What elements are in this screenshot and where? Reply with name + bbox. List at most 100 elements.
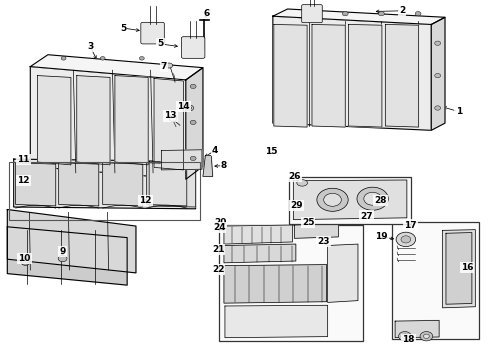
Circle shape <box>378 12 384 16</box>
Text: 28: 28 <box>373 197 386 206</box>
Text: 26: 26 <box>287 172 300 181</box>
Circle shape <box>434 41 440 45</box>
Text: 11: 11 <box>17 155 30 163</box>
Bar <box>289 177 410 224</box>
Polygon shape <box>77 76 110 165</box>
Polygon shape <box>385 24 418 127</box>
Circle shape <box>100 57 105 60</box>
Polygon shape <box>185 68 203 179</box>
Text: 12: 12 <box>139 197 152 206</box>
Text: 24: 24 <box>212 223 225 232</box>
Text: 23: 23 <box>317 237 329 246</box>
Text: 22: 22 <box>211 265 224 274</box>
Text: 4: 4 <box>211 146 218 155</box>
Text: 21: 21 <box>211 245 224 253</box>
Circle shape <box>139 57 144 60</box>
Text: 10: 10 <box>18 254 31 263</box>
Text: 8: 8 <box>221 161 226 170</box>
Polygon shape <box>59 163 99 206</box>
Polygon shape <box>311 24 345 127</box>
Circle shape <box>401 334 407 338</box>
Polygon shape <box>146 163 186 206</box>
Text: 25: 25 <box>301 218 314 227</box>
Polygon shape <box>7 210 136 273</box>
Circle shape <box>419 332 432 341</box>
Polygon shape <box>7 227 127 285</box>
Circle shape <box>21 259 30 265</box>
Circle shape <box>316 188 347 211</box>
Text: 14: 14 <box>177 102 189 111</box>
Circle shape <box>342 12 347 16</box>
Text: 12: 12 <box>17 176 30 185</box>
Text: 16: 16 <box>460 263 472 272</box>
Circle shape <box>165 63 172 68</box>
Polygon shape <box>154 78 183 170</box>
Circle shape <box>58 255 67 262</box>
Circle shape <box>434 73 440 78</box>
Ellipse shape <box>296 180 307 186</box>
FancyBboxPatch shape <box>301 5 322 23</box>
Polygon shape <box>224 305 327 338</box>
Bar <box>9 162 199 220</box>
Text: 3: 3 <box>87 42 93 51</box>
Polygon shape <box>30 55 203 80</box>
Text: 5: 5 <box>157 40 163 49</box>
Text: 5: 5 <box>120 24 126 33</box>
Text: 6: 6 <box>203 9 209 18</box>
Polygon shape <box>294 224 338 238</box>
Polygon shape <box>224 225 292 244</box>
Text: 17: 17 <box>404 220 416 230</box>
Polygon shape <box>30 67 185 179</box>
FancyBboxPatch shape <box>181 37 204 58</box>
Polygon shape <box>161 150 202 170</box>
Text: 27: 27 <box>360 212 372 220</box>
Circle shape <box>400 236 410 243</box>
Polygon shape <box>327 244 357 302</box>
Circle shape <box>363 192 381 205</box>
Text: 7: 7 <box>160 62 167 71</box>
Circle shape <box>414 12 420 16</box>
Circle shape <box>395 232 415 247</box>
Circle shape <box>61 57 66 60</box>
Polygon shape <box>16 163 56 206</box>
Text: 15: 15 <box>264 147 277 156</box>
Polygon shape <box>273 24 306 127</box>
Bar <box>391 222 478 339</box>
Text: 18: 18 <box>401 335 414 343</box>
Text: 13: 13 <box>163 112 176 121</box>
Text: 20: 20 <box>213 218 226 227</box>
Polygon shape <box>442 230 474 308</box>
Circle shape <box>190 120 196 125</box>
Circle shape <box>190 156 196 161</box>
Polygon shape <box>115 76 148 165</box>
Polygon shape <box>272 16 430 130</box>
Polygon shape <box>203 156 212 176</box>
Text: 1: 1 <box>455 107 461 116</box>
Polygon shape <box>272 9 444 24</box>
Circle shape <box>305 12 311 16</box>
Circle shape <box>398 332 410 341</box>
Polygon shape <box>394 320 438 338</box>
Circle shape <box>190 84 196 89</box>
Polygon shape <box>430 17 444 130</box>
Bar <box>219 225 362 341</box>
Text: 9: 9 <box>59 247 66 256</box>
Text: 29: 29 <box>289 201 302 210</box>
Polygon shape <box>348 24 381 127</box>
Polygon shape <box>445 233 471 304</box>
Circle shape <box>323 193 341 206</box>
Polygon shape <box>224 244 295 263</box>
Ellipse shape <box>169 114 177 122</box>
Circle shape <box>423 334 428 338</box>
FancyBboxPatch shape <box>141 22 164 44</box>
Polygon shape <box>14 159 195 209</box>
Ellipse shape <box>185 105 193 111</box>
Ellipse shape <box>187 107 191 109</box>
Polygon shape <box>102 163 142 206</box>
Circle shape <box>356 187 387 210</box>
Polygon shape <box>149 161 195 207</box>
Text: 2: 2 <box>398 6 404 15</box>
Text: 19: 19 <box>374 233 387 242</box>
Circle shape <box>434 106 440 110</box>
Polygon shape <box>38 76 71 165</box>
